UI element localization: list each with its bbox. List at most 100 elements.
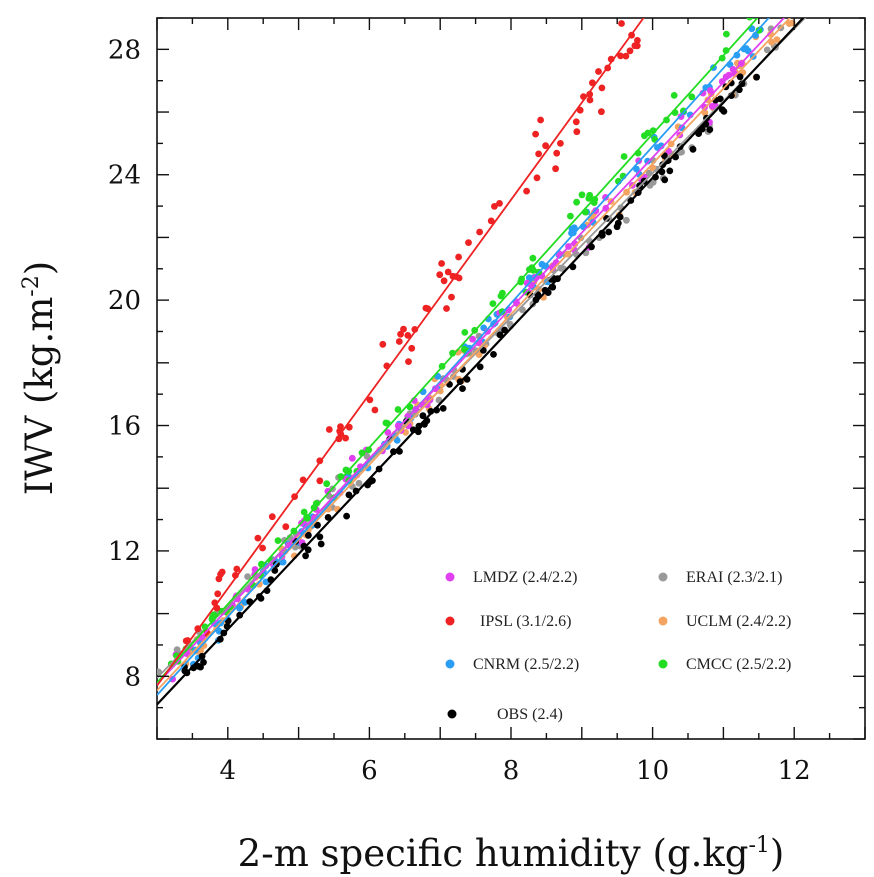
data-point: [634, 37, 641, 44]
data-point: [317, 540, 325, 548]
fit-line: [157, 18, 759, 684]
data-point: [302, 552, 309, 560]
legend-marker: [445, 659, 455, 669]
data-point: [644, 157, 651, 165]
data-point: [733, 51, 741, 59]
data-point: [689, 145, 697, 153]
data-point: [408, 344, 416, 352]
data-point: [476, 363, 484, 371]
legend-label: LMDZ (2.4/2.2): [473, 569, 577, 586]
fit-line: [157, 18, 786, 685]
data-point: [200, 658, 207, 666]
data-point: [573, 128, 581, 136]
data-point: [799, 6, 806, 13]
data-point: [469, 335, 476, 343]
data-point: [622, 52, 630, 60]
legend-item: ERAI (2.3/2.1): [658, 569, 782, 586]
data-point: [348, 454, 356, 462]
data-point: [499, 289, 506, 297]
data-point: [476, 228, 483, 236]
data-point: [506, 320, 514, 328]
data-point: [394, 406, 402, 413]
data-point: [491, 203, 498, 210]
data-point: [282, 523, 290, 531]
data-point: [459, 385, 466, 392]
x-tick-label: 12: [778, 756, 811, 786]
data-point: [448, 293, 455, 301]
data-point: [722, 47, 730, 54]
data-point: [443, 305, 450, 312]
x-tick-label: 10: [636, 756, 669, 786]
data-point: [324, 514, 332, 521]
data-point: [461, 329, 469, 336]
data-point: [274, 537, 282, 544]
data-point: [455, 253, 462, 261]
legend-marker: [447, 709, 457, 719]
data-point: [342, 434, 349, 442]
data-point: [542, 142, 549, 150]
data-point: [404, 332, 412, 339]
legend-label: ERAI (2.3/2.1): [686, 569, 782, 586]
data-point: [411, 326, 419, 333]
data-point: [379, 340, 387, 348]
plot-frame: [156, 17, 866, 740]
legend-marker: [445, 616, 455, 626]
data-point: [395, 338, 403, 345]
legend-item: UCLM (2.4/2.2): [658, 613, 791, 630]
data-point: [746, 18, 753, 21]
data-point: [763, 46, 771, 54]
data-point: [773, 36, 781, 43]
data-point: [490, 351, 497, 358]
data-point: [355, 479, 363, 487]
data-point: [316, 477, 324, 485]
data-point: [603, 215, 610, 222]
axes: 4 6 8 10 12 8 12 16 20 24 28: [108, 17, 866, 786]
data-point: [324, 487, 332, 495]
x-tick-label: 8: [503, 756, 520, 786]
legend-label: CNRM (2.5/2.2): [473, 656, 579, 673]
data-point: [325, 426, 333, 433]
data-point: [771, 3, 778, 10]
data-point: [371, 406, 379, 414]
data-point: [364, 464, 372, 472]
legend-label: CMCC (2.5/2.2): [686, 656, 791, 673]
data-point: [706, 126, 714, 133]
data-point: [598, 108, 605, 116]
data-point: [670, 92, 678, 99]
data-point: [214, 590, 222, 598]
data-point: [535, 150, 542, 158]
data-point: [586, 90, 594, 98]
y-tick-label: 24: [108, 161, 141, 191]
data-point: [533, 174, 541, 182]
data-point: [440, 277, 448, 285]
legend-item: CNRM (2.5/2.2): [445, 656, 579, 673]
data-point: [623, 216, 630, 224]
data-point: [366, 396, 374, 404]
data-point: [268, 513, 276, 521]
data-point: [444, 268, 452, 276]
data-point: [316, 533, 324, 541]
data-point: [465, 239, 472, 247]
data-point: [613, 223, 621, 231]
data-point: [570, 224, 578, 232]
data-point: [723, 30, 730, 38]
fit-line: [157, 18, 645, 687]
x-axis-title: 2-m specific humidity (g.kg-1): [238, 832, 785, 875]
data-point: [753, 73, 760, 81]
data-point: [532, 130, 539, 138]
data-point: [487, 217, 495, 225]
data-point: [215, 575, 223, 583]
data-point: [523, 187, 530, 195]
legend-marker: [658, 659, 668, 669]
data-point: [397, 330, 404, 338]
y-tick-label: 12: [108, 537, 141, 567]
data-point: [720, 108, 728, 115]
data-point: [491, 319, 499, 327]
data-point: [572, 118, 580, 126]
data-point: [586, 96, 594, 104]
data-point: [585, 195, 593, 202]
data-point: [618, 20, 625, 27]
data-point: [323, 480, 331, 488]
data-point: [496, 331, 504, 339]
